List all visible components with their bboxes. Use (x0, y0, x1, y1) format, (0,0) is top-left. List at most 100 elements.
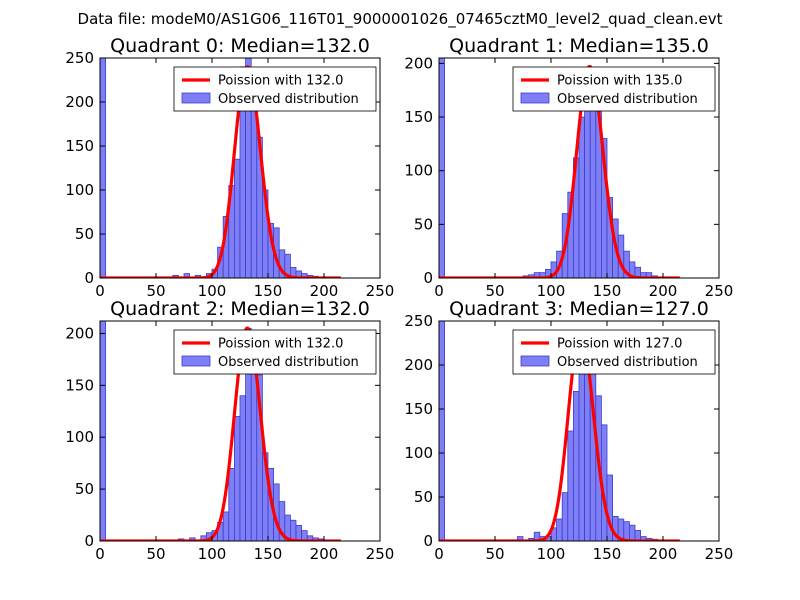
histogram-bar (222, 511, 230, 541)
x-tick-label: 250 (366, 282, 395, 300)
y-tick-label: 150 (404, 108, 433, 126)
histogram-bar (573, 390, 580, 541)
x-tick-label: 250 (366, 545, 395, 563)
histogram-bar (100, 321, 106, 541)
y-tick-label: 0 (423, 532, 433, 550)
quadrant-3-panel: 0 50 100 150 200 250 0 50 100 150 200 250 Quadrant 3… (404, 298, 733, 563)
x-tick-label: 100 (198, 282, 227, 300)
legend-label-observed: Observed distribution (557, 355, 698, 370)
histogram-bar (284, 253, 291, 278)
legend-label-poisson: Poission with 132.0 (218, 74, 343, 89)
legend-label-observed: Observed distribution (557, 92, 698, 107)
quadrant-0-panel: 0 50 100 150 200 250 0 50 100 150 200 250 Quadrant 0… (65, 35, 394, 300)
figure-suptitle: Data file: modeM0/AS1G06_116T01_90000010… (78, 10, 723, 29)
y-tick-label: 150 (404, 400, 433, 418)
y-tick-label: 200 (404, 356, 433, 374)
y-tick-label: 250 (404, 312, 433, 330)
quadrant-3-plot-area (439, 321, 681, 541)
quadrant-1-legend: Poission with 135.0 Observed distribution (512, 66, 716, 112)
quadrant-2-axes-frame (99, 320, 381, 542)
x-tick-label: 50 (485, 545, 504, 563)
quadrant-2-legend: Poission with 132.0 Observed distribution (173, 329, 377, 375)
x-tick-label: 250 (705, 282, 734, 300)
quadrant-3-legend: Poission with 127.0 Observed distribution (512, 329, 716, 375)
histogram-bar (623, 521, 630, 541)
x-tick-label: 100 (537, 545, 566, 563)
histogram-bar (589, 89, 597, 278)
histogram-bar (567, 430, 574, 541)
y-tick-label: 100 (404, 162, 433, 180)
y-tick-label: 50 (75, 225, 94, 243)
legend-bar-swatch (181, 355, 211, 367)
histogram-bar (561, 492, 569, 541)
x-tick-label: 50 (485, 282, 504, 300)
quadrant-3-axes-frame (438, 320, 720, 542)
x-tick-label: 200 (649, 545, 678, 563)
y-tick-label: 100 (404, 444, 433, 462)
legend-label-observed: Observed distribution (218, 355, 359, 370)
legend-box (173, 329, 377, 375)
legend-bar-swatch (181, 92, 211, 104)
x-tick-label: 250 (705, 545, 734, 563)
histogram-bar (250, 110, 258, 278)
histogram-bar (289, 519, 297, 541)
quadrant-1-axes-frame (438, 57, 720, 279)
histogram-bar (233, 158, 241, 278)
histogram-bar (228, 467, 235, 541)
x-tick-label: 150 (254, 282, 283, 300)
x-tick-label: 150 (593, 545, 622, 563)
y-tick-label: 200 (65, 324, 94, 342)
histogram-bar (645, 272, 653, 278)
y-tick-label: 0 (84, 269, 94, 287)
y-tick-label: 150 (65, 376, 94, 394)
x-tick-label: 200 (310, 545, 339, 563)
quadrant-0-legend: Poission with 132.0 Observed distribution (173, 66, 377, 112)
histogram-bar (439, 58, 445, 278)
legend-box (512, 329, 716, 375)
quadrant-1-title: Quadrant 1: Median=135.0 (449, 35, 709, 57)
x-tick-label: 0 (434, 545, 444, 563)
quadrant-2-title: Quadrant 2: Median=132.0 (110, 298, 370, 320)
histogram-bar (578, 373, 585, 541)
y-tick-label: 50 (75, 480, 94, 498)
legend-bar-swatch (520, 92, 550, 104)
x-tick-label: 0 (434, 282, 444, 300)
y-tick-label: 100 (65, 181, 94, 199)
x-tick-label: 0 (95, 545, 105, 563)
legend-label-observed: Observed distribution (218, 92, 359, 107)
quadrant-2-panel: 0 50 100 150 200 250 0 50 100 150 200 Quadrant 2: M… (65, 298, 394, 563)
histogram-bar (439, 321, 445, 541)
x-tick-label: 50 (146, 282, 165, 300)
y-tick-label: 200 (65, 93, 94, 111)
histogram-bar (100, 58, 106, 278)
histogram-bar (629, 524, 636, 541)
x-tick-label: 150 (593, 282, 622, 300)
quadrant-3-title: Quadrant 3: Median=127.0 (449, 298, 709, 320)
y-tick-label: 200 (404, 54, 433, 72)
legend-label-poisson: Poission with 127.0 (557, 337, 682, 352)
x-tick-label: 150 (254, 545, 283, 563)
quadrant-1-panel: 0 50 100 150 200 250 0 50 100 150 200 Quadrant 1: M… (404, 35, 733, 300)
histogram-bar (556, 518, 563, 541)
legend-box (173, 66, 377, 112)
quadrant-0-title: Quadrant 0: Median=132.0 (110, 35, 370, 57)
histogram-bar (233, 416, 241, 541)
histogram-bar (183, 273, 190, 278)
y-tick-label: 0 (84, 532, 94, 550)
histogram-bar (239, 395, 246, 541)
histogram-bar (634, 530, 641, 541)
legend-label-poisson: Poission with 132.0 (218, 337, 343, 352)
x-tick-label: 100 (198, 545, 227, 563)
legend-label-poisson: Poission with 135.0 (557, 74, 682, 89)
x-tick-label: 0 (95, 282, 105, 300)
quadrant-0-axes-frame (99, 57, 381, 279)
y-tick-label: 50 (414, 488, 433, 506)
y-tick-label: 150 (65, 137, 94, 155)
legend-bar-swatch (520, 355, 550, 367)
x-tick-label: 100 (537, 282, 566, 300)
y-tick-label: 0 (423, 269, 433, 287)
y-tick-label: 50 (414, 215, 433, 233)
x-tick-label: 50 (146, 545, 165, 563)
y-tick-label: 250 (65, 49, 94, 67)
